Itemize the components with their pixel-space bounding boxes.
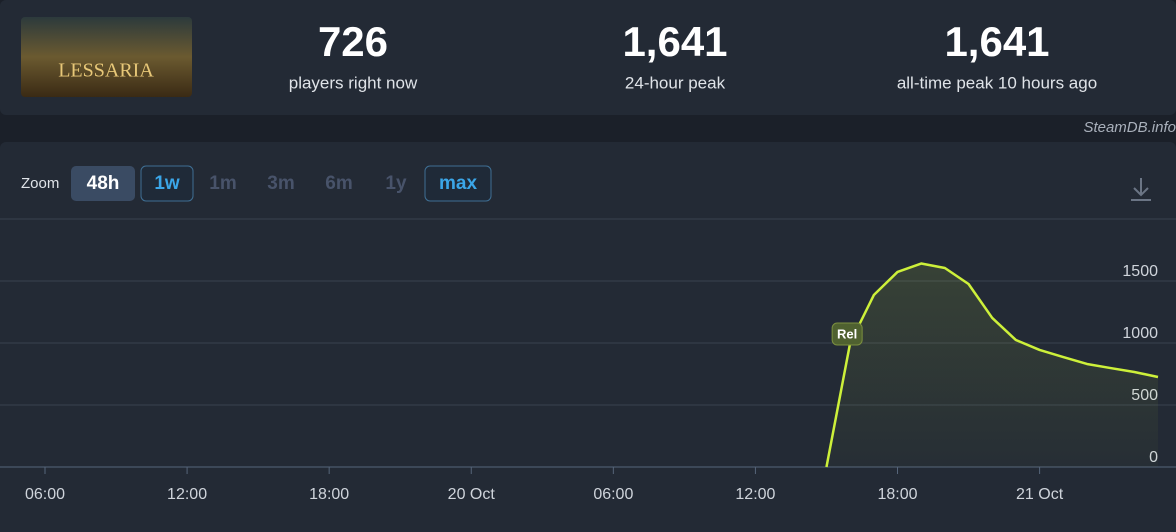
x-tick-label: 06:00 (25, 486, 65, 503)
x-tick-label: 12:00 (735, 486, 775, 503)
stats-panel (0, 0, 1176, 115)
download-icon[interactable] (1131, 178, 1151, 201)
watermark: SteamDB.info (1083, 119, 1176, 136)
series-area (826, 263, 1158, 467)
zoom-button-label[interactable]: 3m (267, 173, 294, 194)
zoom-button[interactable] (71, 166, 135, 201)
y-tick-label: 1500 (1122, 263, 1158, 280)
zoom-button-label[interactable]: 1w (154, 173, 180, 194)
game-logo (21, 17, 192, 97)
x-tick-label: 06:00 (593, 486, 633, 503)
stat-label: all-time peak 10 hours ago (897, 73, 1097, 92)
stat-value: 1,641 (944, 18, 1049, 65)
zoom-button-label[interactable]: max (439, 173, 477, 194)
zoom-button-label[interactable]: 1m (209, 173, 236, 194)
annotation-badge (831, 322, 863, 346)
zoom-button-label[interactable]: 6m (325, 173, 352, 194)
zoom-button-label[interactable]: 48h (87, 173, 120, 194)
stat-value: 726 (318, 18, 388, 65)
zoom-button[interactable] (424, 165, 492, 202)
stat-label: players right now (289, 73, 418, 92)
zoom-button[interactable] (140, 165, 194, 202)
zoom-label: Zoom (21, 175, 59, 192)
zoom-button-label[interactable]: 1y (385, 173, 407, 194)
x-tick-label: 18:00 (877, 486, 917, 503)
x-tick-label: 20 Oct (448, 486, 496, 503)
x-tick-label: 21 Oct (1016, 486, 1064, 503)
annotation-label: Rel (837, 326, 857, 341)
series-line (825, 262, 1159, 468)
logo-text: LESSARIA (58, 60, 154, 82)
stat-value: 1,641 (622, 18, 727, 65)
x-tick-label: 18:00 (309, 486, 349, 503)
y-tick-label: 1000 (1122, 325, 1158, 342)
stat-label: 24-hour peak (625, 73, 726, 92)
x-tick-label: 12:00 (167, 486, 207, 503)
